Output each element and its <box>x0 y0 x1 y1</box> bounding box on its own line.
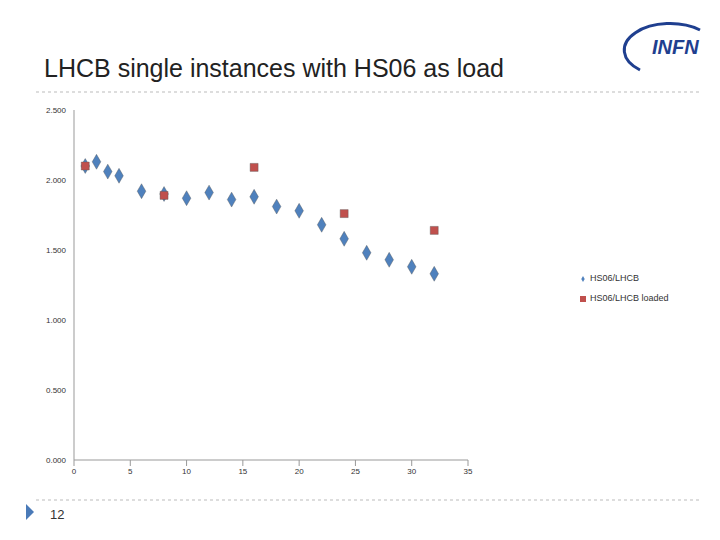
svg-text:12: 12 <box>50 507 64 522</box>
svg-text:INFN: INFN <box>652 36 699 58</box>
svg-text:35: 35 <box>464 467 473 476</box>
svg-text:2.500: 2.500 <box>46 106 67 115</box>
svg-text:0: 0 <box>72 467 77 476</box>
svg-text:0.500: 0.500 <box>46 386 67 395</box>
svg-text:25: 25 <box>351 467 360 476</box>
svg-text:10: 10 <box>182 467 191 476</box>
svg-text:20: 20 <box>295 467 304 476</box>
svg-text:1.500: 1.500 <box>46 246 67 255</box>
svg-text:0.000: 0.000 <box>46 456 67 465</box>
svg-text:2.000: 2.000 <box>46 176 67 185</box>
html-text:HS06/LHCB: HS06/LHCB <box>590 273 639 283</box>
svg-text:1.000: 1.000 <box>46 316 67 325</box>
html-text:LHCB single instances with HS0: LHCB single instances with HS06 as load <box>44 54 504 82</box>
html-text:HS06/LHCB loaded: HS06/LHCB loaded <box>590 293 669 303</box>
svg-text:30: 30 <box>407 467 416 476</box>
svg-text:5: 5 <box>128 467 133 476</box>
svg-text:15: 15 <box>238 467 247 476</box>
